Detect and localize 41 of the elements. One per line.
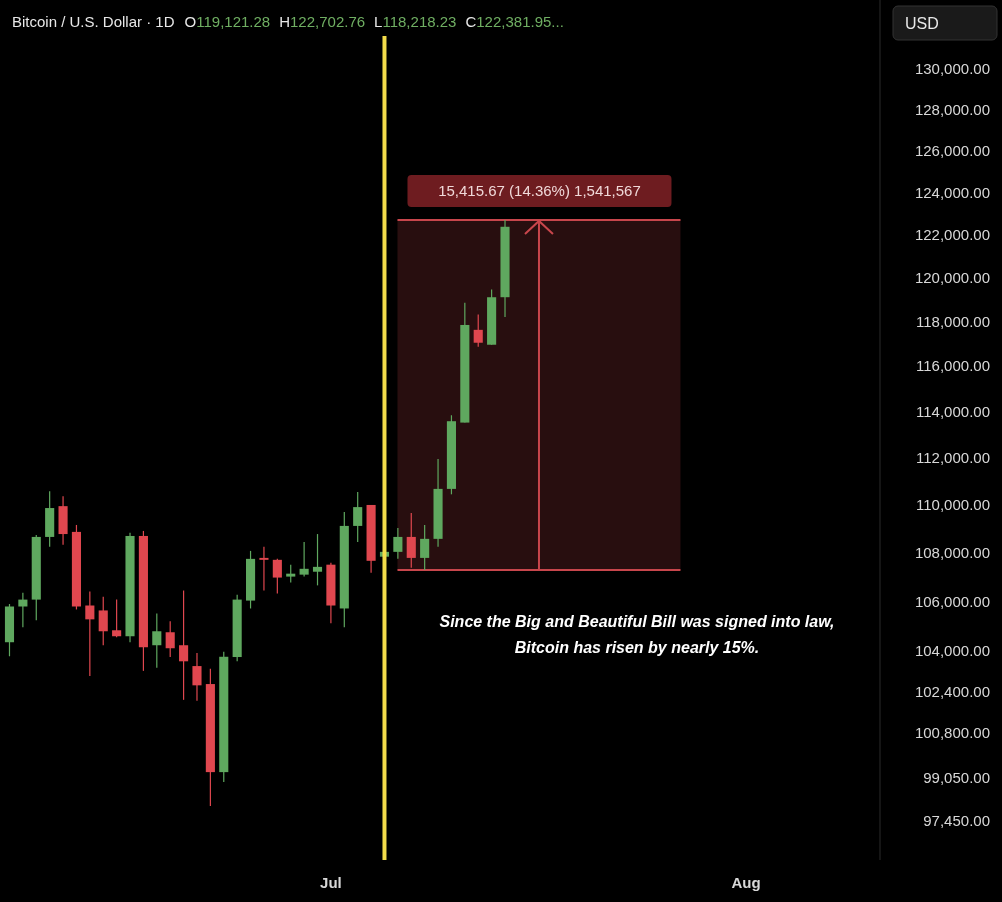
candlestick xyxy=(299,541,309,578)
y-tick-label: 122,000.00 xyxy=(914,225,990,243)
candlestick xyxy=(179,589,189,701)
y-tick-label: 126,000.00 xyxy=(914,141,990,159)
y-tick-label: 124,000.00 xyxy=(914,183,990,201)
candlestick xyxy=(272,558,282,595)
y-tick-label: 128,000.00 xyxy=(914,100,990,118)
candlestick xyxy=(112,599,122,638)
candlestick xyxy=(406,512,416,569)
x-tick-label: Aug xyxy=(731,874,761,891)
candlestick xyxy=(85,590,95,677)
band-label: 15,415.67 (14.36%) 1,541,567 xyxy=(438,181,641,199)
candlestick xyxy=(393,527,403,560)
candlestick xyxy=(353,491,363,543)
y-tick-label: 118,000.00 xyxy=(916,312,990,330)
text: Bitcoin / U.S. Dollar · 1D xyxy=(12,13,175,30)
y-tick-label: 112,000.00 xyxy=(916,448,990,466)
candlestick xyxy=(420,524,430,571)
candlestick xyxy=(312,533,323,586)
y-tick-label: 114,000.00 xyxy=(916,402,990,420)
candlestick xyxy=(152,612,162,669)
text: O119,121.28 H122,702.76 L118,218.23 C122,381.95... xyxy=(184,13,564,30)
y-tick-label: 116,000.00 xyxy=(916,357,990,375)
candlestick xyxy=(192,652,202,702)
y-tick-label: 99,050.00 xyxy=(923,769,990,787)
candlestick xyxy=(473,313,483,348)
candlestick xyxy=(165,620,175,658)
y-axis-title: USD xyxy=(905,15,939,32)
y-tick-label: 97,450.00 xyxy=(923,811,990,829)
y-tick-label: 104,000.00 xyxy=(914,642,990,660)
y-tick-label: 100,800.00 xyxy=(914,723,990,741)
y-tick-label: 110,000.00 xyxy=(916,495,990,513)
y-tick-label: 106,000.00 xyxy=(914,592,990,610)
candlestick xyxy=(259,546,269,592)
y-tick-label: 102,400.00 xyxy=(914,682,990,700)
y-tick-label: 120,000.00 xyxy=(914,269,990,287)
annotation: Since the Big and Beautiful Bill was signed into law, Bitcoin has risen by nearly 15%. xyxy=(439,613,835,656)
x-tick-label: Jul xyxy=(320,874,342,891)
y-tick-label: 108,000.00 xyxy=(914,543,990,561)
y-tick-label: 130,000.00 xyxy=(914,60,990,78)
candlestick xyxy=(98,596,108,646)
